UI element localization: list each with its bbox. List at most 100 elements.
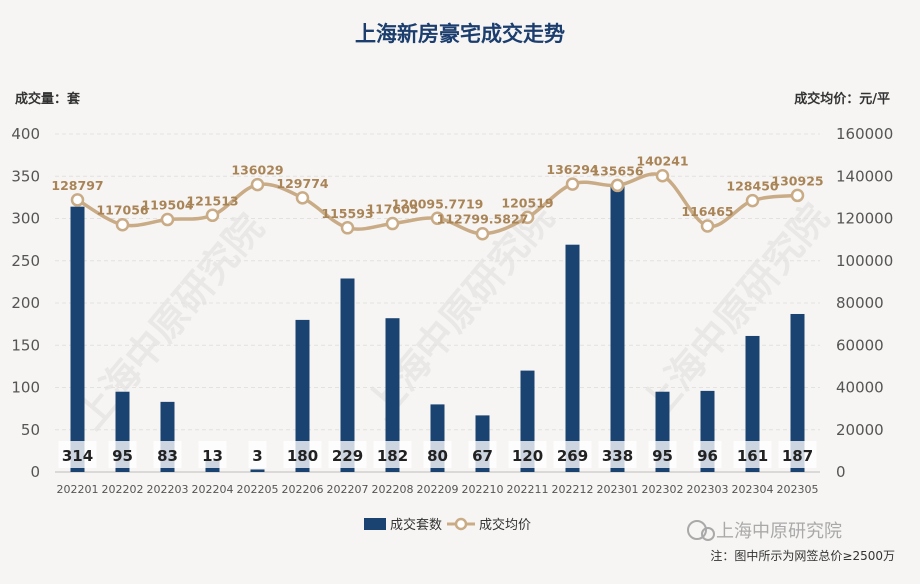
left-tick-label: 400 bbox=[11, 125, 40, 143]
x-tick-label: 202202 bbox=[102, 483, 144, 496]
price-point bbox=[520, 210, 535, 225]
price-point bbox=[70, 193, 85, 207]
x-tick-label: 202210 bbox=[462, 483, 504, 496]
left-tick-label: 200 bbox=[11, 294, 40, 312]
brand-mark: 上海中原研究院 bbox=[687, 520, 842, 542]
x-tick-label: 202207 bbox=[327, 483, 369, 496]
x-tick-label: 202206 bbox=[282, 483, 324, 496]
price-point bbox=[745, 193, 760, 208]
price-label: 128797 bbox=[51, 178, 103, 193]
x-tick-label: 202204 bbox=[192, 483, 234, 496]
x-tick-label: 202302 bbox=[642, 483, 684, 496]
price-label: 120095.7719 bbox=[392, 196, 484, 211]
price-label: 136029 bbox=[231, 163, 283, 178]
x-tick-label: 202212 bbox=[552, 483, 594, 496]
price-label: 121513 bbox=[186, 193, 238, 208]
legend-bar-label: 成交套数 bbox=[390, 517, 442, 533]
bar bbox=[70, 206, 85, 473]
volume-label-bg bbox=[423, 441, 452, 468]
x-tick-label: 202305 bbox=[777, 483, 819, 496]
price-label: 129774 bbox=[276, 176, 328, 191]
legend-line-label: 成交均价 bbox=[479, 517, 531, 533]
volume-label: 180 bbox=[287, 447, 318, 465]
x-tick-label: 202208 bbox=[372, 483, 414, 496]
left-tick-label: 100 bbox=[11, 379, 40, 397]
watermark-layer: 上海中原研究院 上海中原研究院 上海中原研究院 bbox=[68, 196, 838, 438]
left-axis-title: 成交量：套 bbox=[15, 91, 81, 107]
volume-label-bg bbox=[648, 441, 677, 468]
x-tick-label: 202203 bbox=[147, 483, 189, 496]
price-label: 135656 bbox=[591, 163, 643, 178]
volume-label-bg bbox=[693, 441, 722, 468]
volume-label-bg bbox=[553, 441, 592, 468]
price-point bbox=[295, 191, 310, 205]
bar bbox=[295, 319, 310, 472]
right-tick-label: 40000 bbox=[836, 379, 884, 397]
volume-label-bg bbox=[598, 441, 637, 468]
volume-labels: 314 95 83 13 3 180 229 182 80 67 120 269 338 95 96 161 1… bbox=[58, 441, 817, 468]
price-label: 128450 bbox=[726, 179, 778, 194]
price-label: 130925 bbox=[771, 173, 823, 188]
brand-name: 上海中原研究院 bbox=[716, 521, 842, 542]
x-tick-label: 202201 bbox=[57, 483, 99, 496]
legend: 成交套数 成交均价 bbox=[364, 517, 531, 533]
bar bbox=[250, 469, 265, 472]
right-tick-label: 120000 bbox=[836, 210, 893, 228]
left-tick-label: 50 bbox=[21, 421, 40, 439]
bar bbox=[790, 313, 805, 472]
volume-label-bg bbox=[778, 441, 817, 468]
bar bbox=[610, 186, 625, 472]
volume-label: 338 bbox=[602, 447, 633, 465]
price-label: 112799.5827 bbox=[437, 212, 529, 227]
right-tick-label: 20000 bbox=[836, 421, 884, 439]
right-tick-label: 60000 bbox=[836, 336, 884, 354]
price-point bbox=[250, 177, 265, 192]
volume-label-bg bbox=[328, 441, 367, 468]
chart-title: 上海新房豪宅成交走势 bbox=[355, 22, 565, 46]
price-point bbox=[160, 212, 175, 227]
right-tick-label: 140000 bbox=[836, 167, 893, 185]
volume-label: 161 bbox=[737, 447, 768, 465]
volume-label-bg bbox=[283, 441, 322, 468]
price-label: 115593 bbox=[321, 206, 373, 221]
x-tick-label: 202205 bbox=[237, 483, 279, 496]
bar bbox=[565, 244, 580, 472]
volume-label: 96 bbox=[697, 447, 718, 465]
x-tick-label: 202211 bbox=[507, 483, 549, 496]
volume-label: 80 bbox=[427, 447, 448, 465]
volume-label: 182 bbox=[377, 447, 408, 465]
bar bbox=[340, 278, 355, 472]
volume-label: 67 bbox=[472, 447, 493, 465]
volume-label: 120 bbox=[512, 447, 543, 465]
price-point bbox=[115, 217, 130, 232]
volume-label-bg bbox=[58, 441, 97, 468]
volume-label: 83 bbox=[157, 447, 178, 465]
price-point bbox=[475, 226, 490, 241]
volume-label: 3 bbox=[252, 447, 262, 465]
legend-bar-swatch bbox=[364, 518, 386, 530]
right-tick-label: 0 bbox=[836, 463, 846, 481]
left-tick-label: 150 bbox=[11, 336, 40, 354]
wechat-icon bbox=[687, 520, 707, 540]
volume-label-bg bbox=[733, 441, 772, 468]
x-tick-label: 202301 bbox=[597, 483, 639, 496]
price-point bbox=[655, 168, 670, 183]
price-line bbox=[70, 168, 805, 241]
volume-label: 314 bbox=[62, 447, 93, 465]
price-point bbox=[610, 178, 625, 193]
volume-label-bg bbox=[468, 441, 497, 468]
x-axis-ticks: 202201 202202 202203 202204 202205 202206 2022… bbox=[57, 483, 819, 496]
volume-label: 229 bbox=[332, 447, 363, 465]
price-point bbox=[790, 188, 805, 203]
price-point bbox=[385, 216, 400, 231]
right-tick-label: 100000 bbox=[836, 252, 893, 270]
price-label: 116465 bbox=[681, 204, 733, 219]
left-tick-label: 350 bbox=[11, 167, 40, 185]
volume-label-bg bbox=[508, 441, 547, 468]
price-label: 140241 bbox=[636, 154, 688, 169]
price-point bbox=[700, 219, 715, 233]
wechat-icon-small bbox=[701, 527, 715, 541]
price-label: 120519 bbox=[501, 195, 553, 210]
